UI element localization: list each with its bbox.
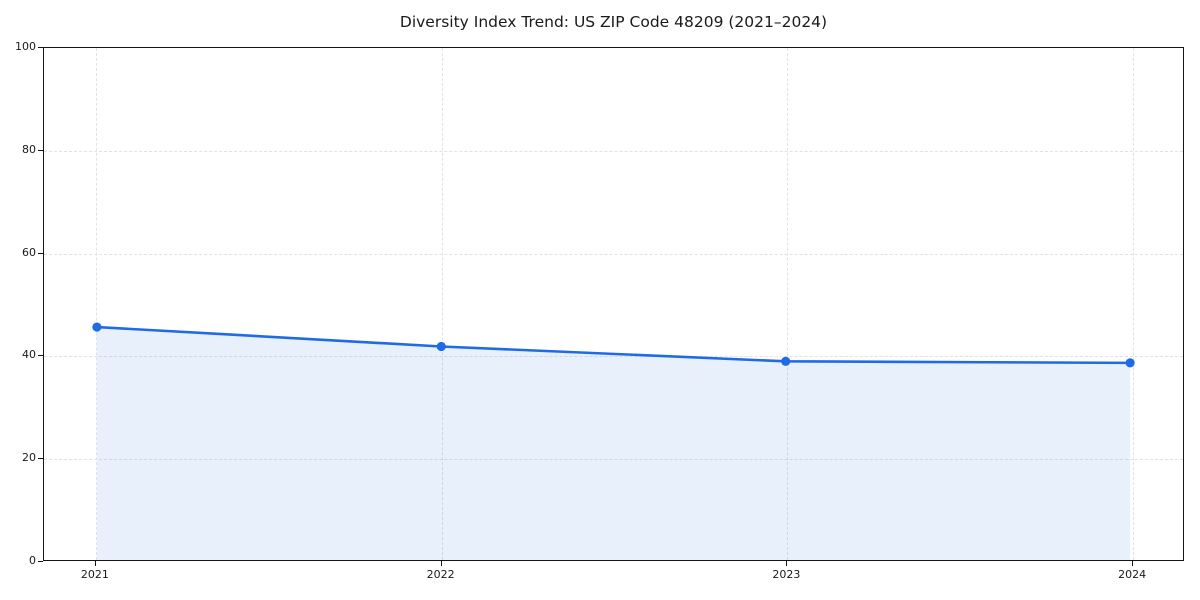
area-fill [96,327,1131,560]
data-point-2024 [1125,358,1135,368]
x-tick-label: 2021 [80,568,109,581]
x-tick-mark [786,561,788,566]
y-tick-mark [38,47,43,48]
y-tick-mark [38,355,43,357]
plot-area [43,47,1184,561]
chart-title: Diversity Index Trend: US ZIP Code 48209… [399,13,828,31]
gridline-vertical [441,48,443,560]
x-tick-mark [440,561,442,566]
y-tick-mark [38,252,43,254]
x-tick-label: 2023 [772,568,801,581]
gridline-horizontal [44,253,1183,255]
trend-line [95,325,1132,365]
gridline-vertical [787,48,789,560]
y-tick-label: 60 [22,245,36,259]
gridline-horizontal [44,150,1183,152]
y-tick-label: 0 [29,554,36,567]
gridline-horizontal [44,356,1183,358]
x-tick-label: 2024 [1118,568,1147,581]
y-tick-label: 40 [22,348,36,362]
y-tick-label: 100 [15,40,36,53]
data-point-2023 [781,356,791,366]
x-tick-label: 2022 [426,568,455,581]
grid-layer [44,48,1183,560]
y-tick-mark [38,149,43,151]
x-tick-mark [94,561,96,566]
x-tick-mark [1132,561,1134,566]
gridline-vertical [1133,48,1135,560]
data-point-2022 [436,341,446,352]
y-tick-mark [38,561,43,562]
gridline-vertical [95,48,97,560]
y-tick-label: 80 [22,142,36,156]
gridline-horizontal [44,459,1183,461]
data-layer [92,322,1135,560]
data-point-2021 [92,322,102,332]
y-tick-label: 20 [22,451,36,465]
y-tick-mark [38,458,43,460]
